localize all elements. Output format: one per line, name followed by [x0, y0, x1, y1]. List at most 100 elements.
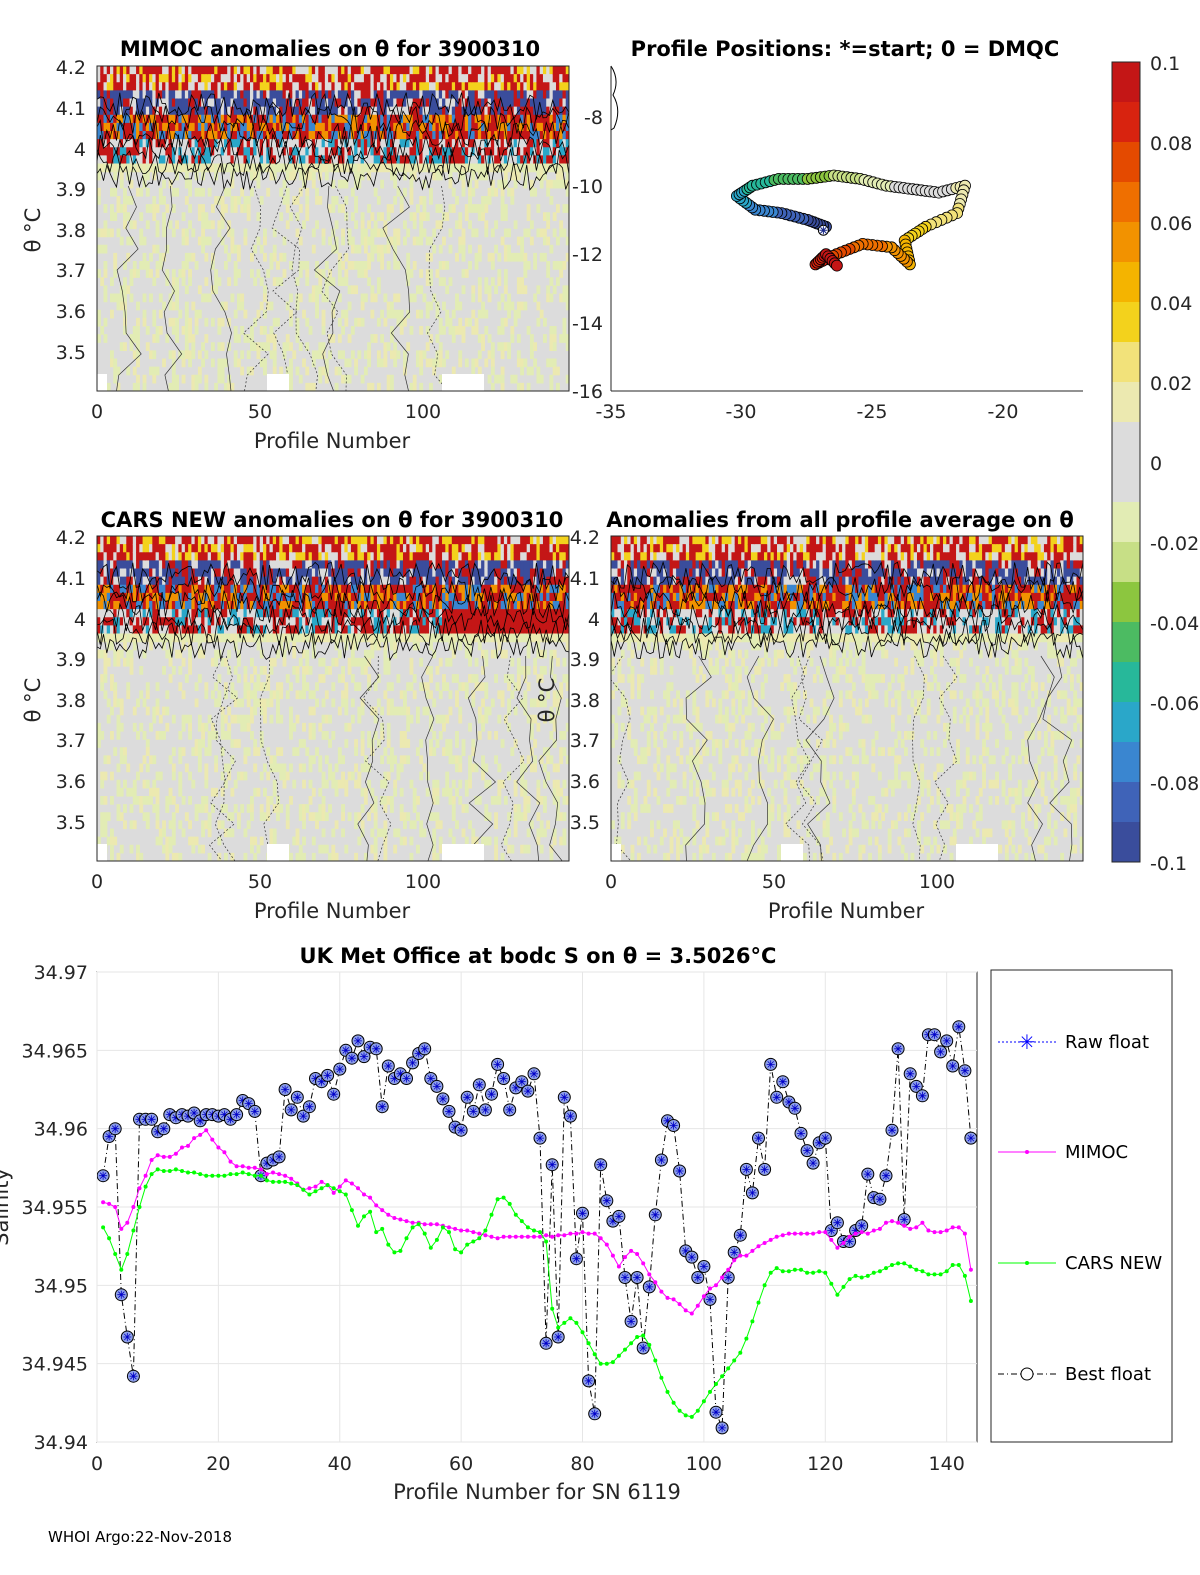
heatmap-cell — [503, 244, 508, 254]
heatmap-cell — [464, 358, 469, 368]
heatmap-cell — [289, 74, 293, 83]
heatmap-cell — [292, 171, 297, 181]
heatmap-cell — [373, 155, 378, 165]
heatmap-cell — [210, 82, 215, 91]
heatmap-cell — [536, 366, 541, 376]
heatmap-cell — [555, 139, 560, 148]
heatmap-cell — [282, 657, 287, 667]
heatmap-cell — [380, 252, 385, 262]
heatmap-cell — [302, 674, 306, 683]
heatmap-cell — [181, 609, 186, 618]
heatmap-cell — [416, 98, 420, 108]
heatmap-cell — [324, 147, 329, 156]
heatmap-cell — [129, 625, 134, 635]
heatmap-cell — [461, 236, 466, 246]
heatmap-cell — [289, 342, 293, 351]
heatmap-cell — [523, 358, 528, 368]
heatmap-cell — [289, 609, 293, 618]
heatmap-cell — [256, 625, 261, 635]
heatmap-cell — [484, 309, 489, 319]
heatmap-cell — [347, 228, 352, 238]
heatmap-cell — [363, 114, 368, 124]
heatmap-cell — [230, 106, 235, 116]
heatmap-cell — [497, 179, 502, 189]
heatmap-cell — [217, 220, 222, 230]
heatmap-cell — [230, 147, 235, 156]
heatmap-cell — [500, 382, 505, 391]
heatmap-cell — [197, 204, 202, 213]
heatmap-cell — [282, 82, 287, 91]
heatmap-cell — [542, 163, 547, 173]
heatmap-cell — [165, 82, 170, 91]
heatmap-cell — [539, 147, 544, 156]
heatmap-cell — [227, 342, 232, 351]
heatmap-cell — [175, 147, 179, 156]
heatmap-cell — [367, 131, 372, 140]
heatmap-cell — [272, 657, 277, 667]
heatmap-cell — [207, 536, 212, 545]
heatmap-cell — [230, 690, 235, 700]
heatmap-cell — [429, 106, 433, 116]
heatmap-cell — [276, 552, 280, 561]
heatmap-cell — [298, 552, 303, 561]
heatmap-cell — [246, 139, 251, 148]
heatmap-cell — [360, 82, 365, 91]
heatmap-cell — [337, 179, 342, 189]
heatmap-cell — [97, 568, 101, 578]
heatmap-cell — [123, 163, 127, 173]
heatmap-cell — [155, 74, 160, 83]
colorbar-step — [1112, 682, 1140, 703]
heatmap-cell — [220, 722, 225, 732]
heatmap-cell — [155, 609, 160, 618]
heatmap-cell — [481, 163, 485, 173]
heatmap-cell — [243, 114, 248, 124]
heatmap-cell — [220, 804, 225, 813]
heatmap-cell — [184, 609, 189, 618]
heatmap-cell — [181, 155, 186, 165]
heatmap-cell — [256, 536, 261, 545]
heatmap-cell — [546, 285, 551, 295]
heatmap-cell — [500, 98, 505, 108]
heatmap-cell — [119, 163, 124, 173]
heatmap-cell — [546, 82, 551, 91]
heatmap-cell — [334, 90, 339, 100]
heatmap-cell — [458, 301, 463, 311]
heatmap-cell — [113, 82, 118, 91]
heatmap-cell — [565, 293, 569, 303]
heatmap-cell — [318, 366, 323, 376]
heatmap-cell — [210, 592, 215, 602]
heatmap-cell — [178, 114, 183, 124]
heatmap-cell — [484, 277, 489, 286]
heatmap-cell — [243, 147, 248, 156]
heatmap-cell — [253, 131, 258, 140]
colorbar-tick: 0.08 — [1150, 133, 1192, 155]
heatmap-cell — [184, 285, 189, 295]
heatmap-cell — [419, 220, 424, 230]
heatmap-cell — [103, 666, 108, 675]
heatmap-cell — [370, 131, 375, 140]
heatmap-cell — [458, 350, 463, 360]
heatmap-cell — [253, 706, 258, 716]
heatmap-cell — [272, 560, 277, 570]
heatmap-cell — [315, 90, 319, 100]
heatmap-cell — [399, 66, 404, 75]
heatmap-cell — [210, 131, 215, 140]
heatmap-cell — [298, 163, 303, 173]
heatmap-cell — [461, 171, 466, 181]
heatmap-cell — [204, 771, 209, 781]
heatmap-cell — [308, 731, 313, 740]
heatmap-cell — [223, 601, 228, 610]
heatmap-cell — [376, 66, 381, 75]
heatmap-cell — [305, 657, 310, 667]
heatmap-cell — [490, 122, 495, 132]
heatmap-cell — [126, 163, 131, 173]
heatmap-cell — [429, 382, 433, 391]
heatmap-cell — [165, 536, 170, 545]
heatmap-cell — [526, 163, 531, 173]
heatmap-cell — [425, 114, 430, 124]
heatmap-cell — [289, 568, 293, 578]
heatmap-cell — [305, 666, 310, 675]
heatmap-cell — [106, 633, 111, 643]
heatmap-cell — [227, 82, 232, 91]
heatmap-cell — [240, 584, 245, 594]
